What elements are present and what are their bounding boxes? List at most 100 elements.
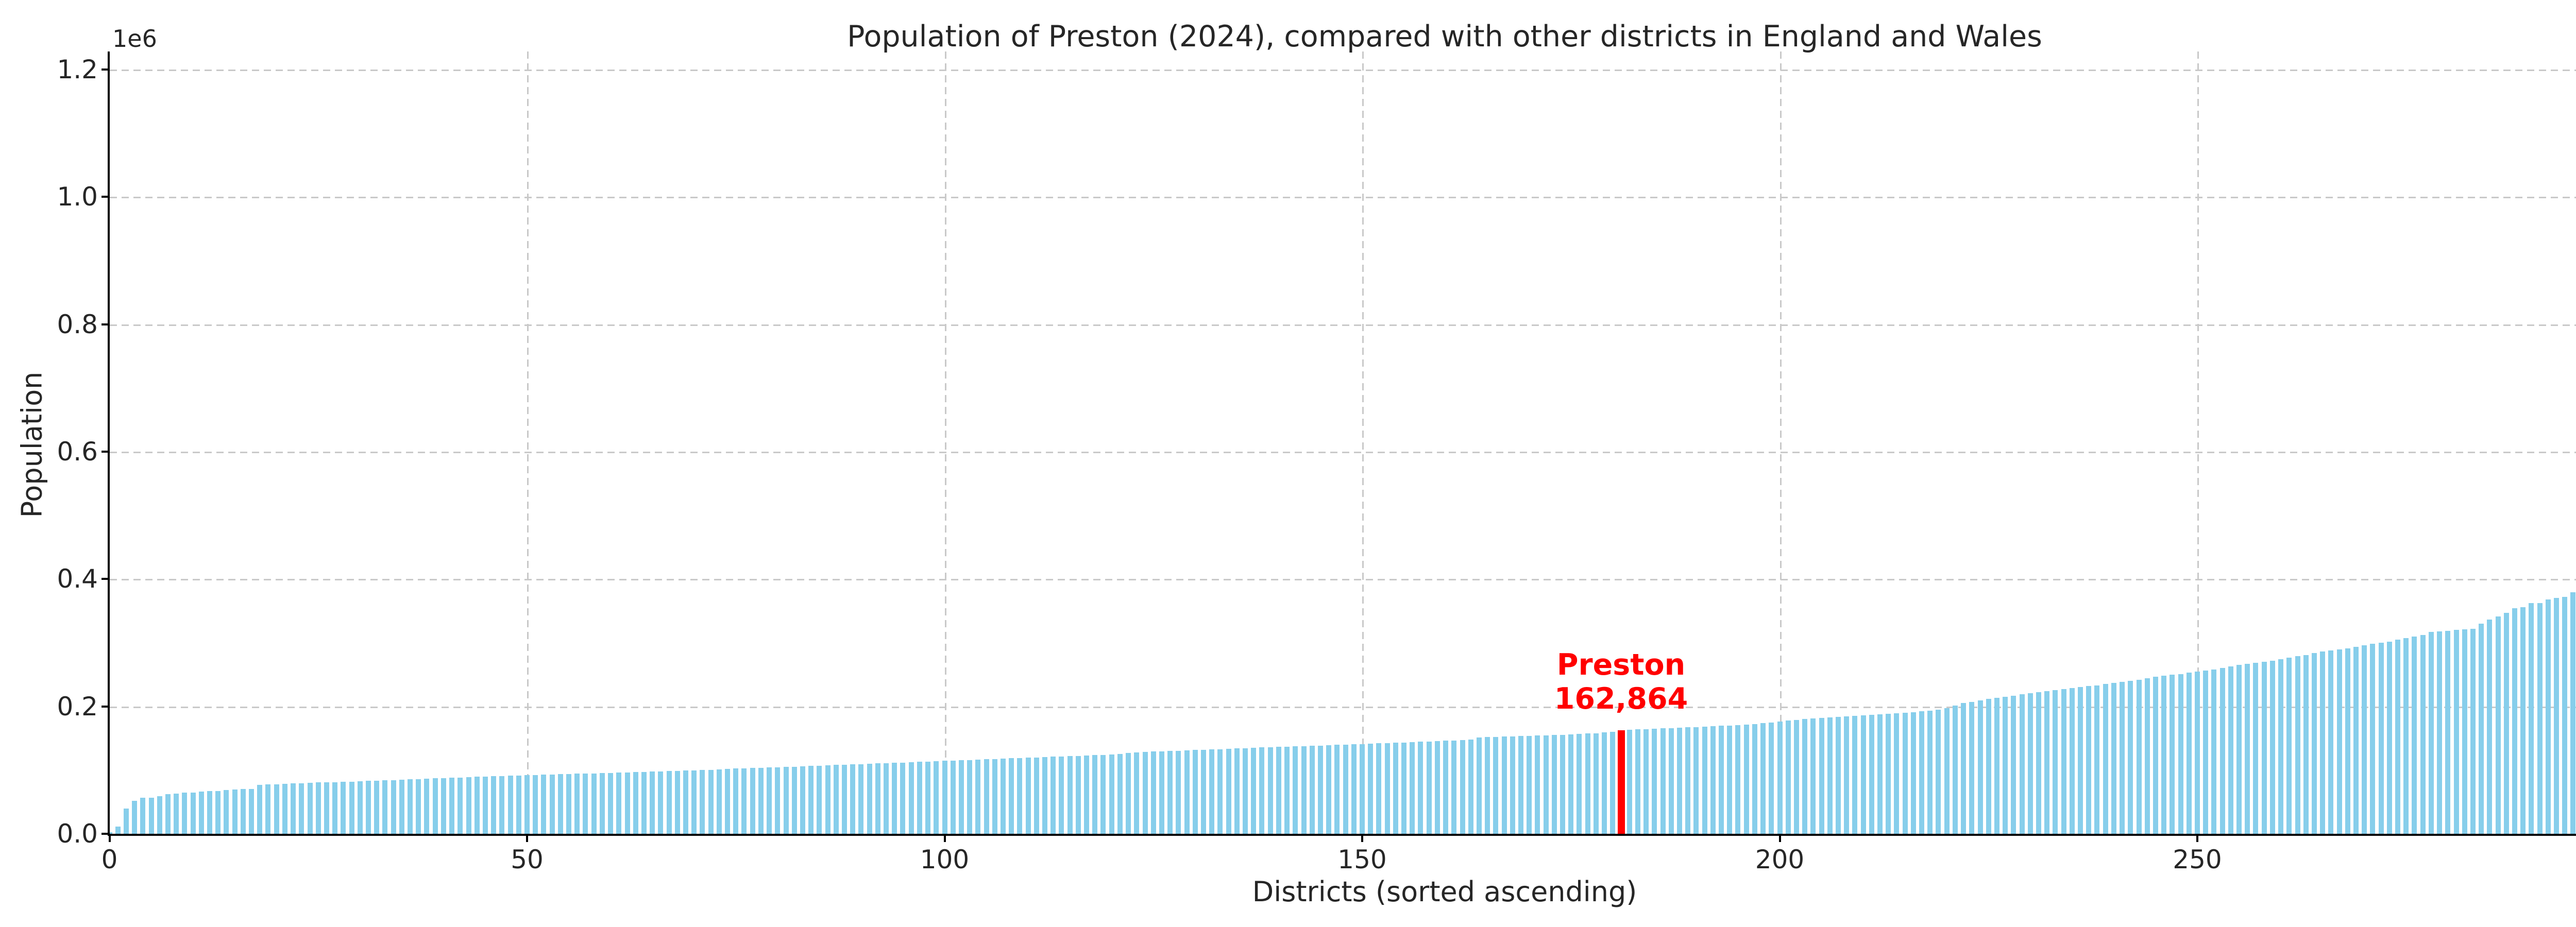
district-bar: [1451, 740, 1457, 834]
district-bar: [608, 772, 614, 834]
district-bar: [892, 763, 897, 834]
y-tick-label: 0.0: [57, 819, 98, 849]
district-bar: [1877, 714, 1883, 834]
district-bar: [1050, 757, 1056, 834]
district-bar: [391, 780, 396, 834]
y-tick-mark: [101, 68, 110, 71]
district-bar: [115, 827, 121, 834]
district-bar: [257, 784, 263, 834]
district-bar: [2570, 592, 2576, 834]
district-bar: [491, 776, 497, 834]
district-bar: [817, 765, 822, 834]
district-bar: [758, 767, 764, 834]
district-bar: [2537, 603, 2543, 834]
district-bar: [2378, 643, 2384, 834]
district-bar: [366, 781, 371, 834]
district-bar: [1752, 724, 1757, 834]
x-axis-label: Districts (sorted ascending): [1252, 876, 1637, 908]
v-gridline: [1780, 52, 1782, 834]
h-gridline: [110, 706, 2576, 708]
district-bar: [683, 770, 688, 834]
district-bar: [1192, 750, 1198, 834]
district-bar: [934, 761, 939, 834]
district-bar: [1226, 748, 1231, 834]
district-bar: [992, 759, 997, 834]
district-bar: [1819, 717, 1824, 834]
district-bar: [2053, 690, 2058, 834]
district-bar: [800, 766, 805, 834]
district-bar: [900, 762, 906, 834]
district-bar: [1760, 723, 1766, 834]
district-bar: [1293, 746, 1298, 834]
district-bar: [2445, 630, 2451, 834]
district-bar: [1326, 745, 1332, 834]
district-bar: [1401, 742, 1407, 834]
district-bar: [1259, 747, 1265, 834]
district-bar: [1585, 733, 1590, 834]
district-bar: [2136, 679, 2142, 834]
district-bar: [791, 766, 797, 834]
district-bar: [967, 760, 973, 834]
district-bar: [2186, 673, 2192, 834]
district-bar: [2170, 675, 2175, 834]
district-bar: [382, 780, 388, 834]
district-bar: [1919, 711, 1925, 834]
district-bar: [1117, 753, 1123, 834]
district-bar: [1351, 744, 1357, 834]
district-bar: [1743, 724, 1749, 834]
district-bar: [1309, 746, 1315, 834]
district-bar: [2562, 596, 2568, 834]
district-bar: [1719, 726, 1724, 834]
district-bar: [507, 776, 513, 834]
district-bar: [783, 767, 789, 834]
district-bar: [2395, 640, 2401, 834]
district-bar: [2003, 696, 2008, 834]
district-bar: [2178, 674, 2183, 834]
district-bar: [557, 774, 563, 834]
district-bar: [1769, 722, 1774, 834]
district-bar: [2219, 668, 2225, 834]
x-tick-label: 150: [1337, 845, 1387, 874]
district-bar: [2269, 660, 2275, 834]
district-bar: [884, 763, 889, 834]
district-bar: [1284, 746, 1290, 834]
district-bar: [700, 770, 705, 834]
y-axis-spine: [108, 52, 110, 836]
district-bar: [2153, 676, 2158, 834]
district-bar: [1217, 749, 1223, 834]
district-bar: [691, 770, 697, 834]
district-bar: [165, 794, 171, 834]
x-tick-label: 0: [101, 845, 118, 874]
x-tick-label: 100: [920, 845, 970, 874]
district-bar: [624, 772, 630, 834]
district-bar: [1276, 747, 1281, 834]
district-bar: [2036, 692, 2041, 834]
district-bar: [2094, 685, 2100, 834]
district-bar: [1176, 750, 1181, 834]
district-bar: [232, 789, 238, 834]
district-bar: [123, 808, 129, 834]
district-bar: [1668, 728, 1674, 834]
district-bar: [1209, 749, 1215, 834]
district-bar: [1443, 741, 1449, 834]
district-bar: [533, 775, 538, 834]
bar-series: [110, 52, 2576, 834]
district-bar: [2203, 670, 2209, 834]
district-bar: [741, 768, 747, 834]
district-bar: [474, 777, 480, 834]
district-bar: [132, 800, 138, 834]
district-bar: [1936, 709, 1941, 834]
district-bar: [2328, 650, 2334, 834]
district-bar: [110, 832, 112, 834]
district-bar: [307, 783, 313, 834]
district-bar: [1485, 737, 1490, 834]
district-bar: [1710, 726, 1716, 834]
x-tick-mark: [943, 834, 946, 842]
district-bar: [925, 761, 931, 834]
district-bar: [524, 775, 530, 834]
district-bar: [2061, 689, 2066, 834]
district-bar: [1334, 745, 1340, 834]
district-bar: [2027, 693, 2033, 834]
district-bar: [1092, 755, 1098, 834]
district-bar: [958, 760, 964, 834]
